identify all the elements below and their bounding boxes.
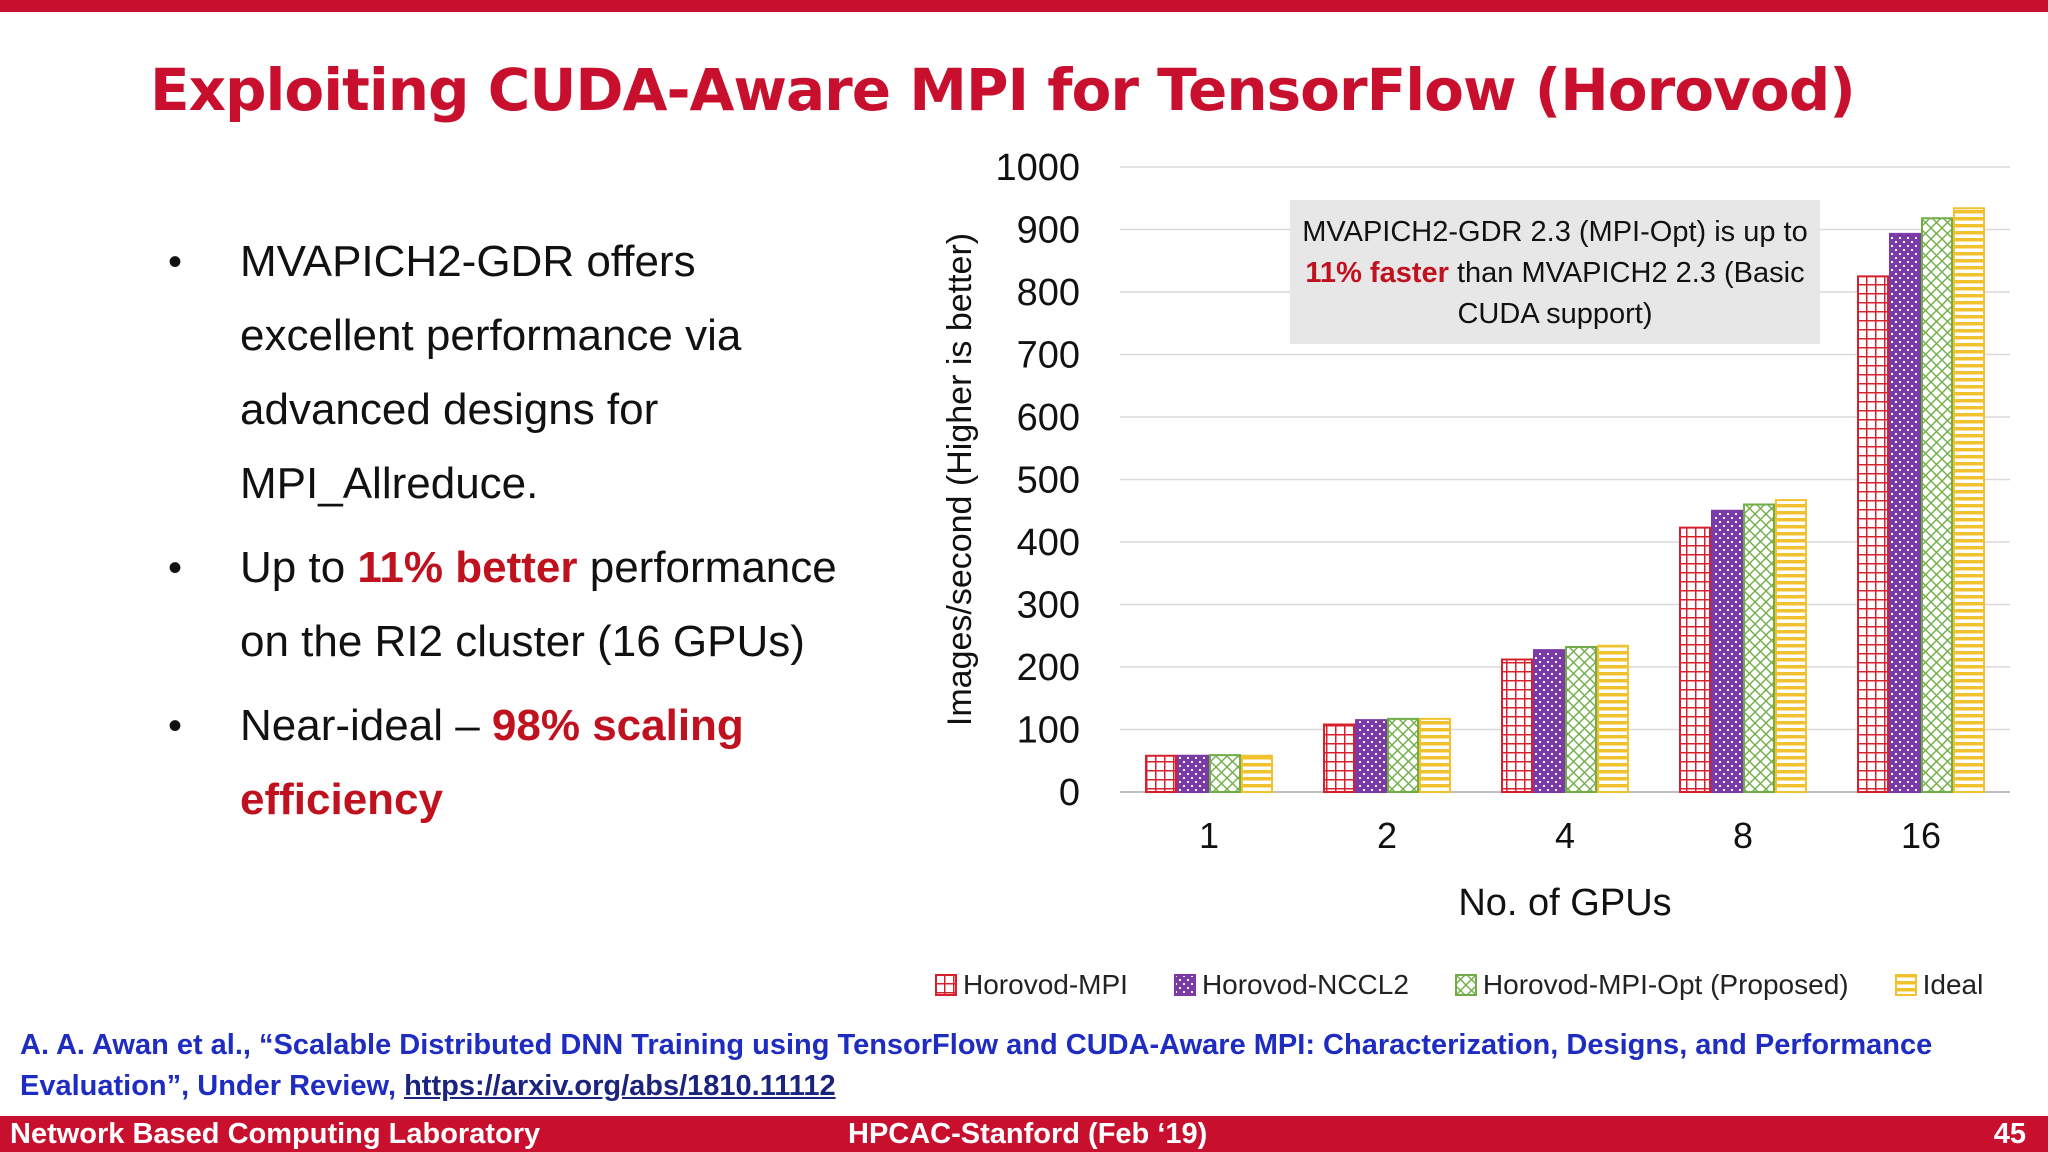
bullet-icon: •	[168, 704, 183, 748]
bar-horovod-nccl2	[1355, 719, 1387, 793]
reference-citation: A. A. Awan et al., “Scalable Distributed…	[20, 1025, 2030, 1107]
y-tick-label: 800	[1017, 272, 1080, 314]
y-tick-label: 900	[1017, 210, 1080, 252]
y-tick-label: 400	[1017, 522, 1080, 564]
bar-ideal	[1775, 499, 1807, 793]
bar-horovod-nccl2	[1177, 754, 1209, 793]
y-tick-label: 300	[1017, 585, 1080, 627]
legend-swatch-dots	[1173, 974, 1196, 996]
bar-horovod-mpi	[1501, 658, 1533, 793]
bullet-icon: •	[168, 546, 183, 590]
footer-bar: Network Based Computing Laboratory HPCAC…	[0, 1116, 2048, 1152]
y-axis-title: Images/second (Higher is better)	[941, 233, 979, 726]
y-tick-label: 700	[1017, 335, 1080, 377]
bar-ideal	[1241, 754, 1273, 793]
top-accent-bar	[0, 0, 2048, 12]
legend-item-ideal: Ideal	[1894, 969, 1984, 1001]
bar-horovod-nccl2	[1889, 232, 1921, 793]
bullet-item: • MVAPICH2-GDR offers excellent performa…	[160, 225, 840, 521]
legend-item-horovod-mpi-opt: Horovod-MPI-Opt (Proposed)	[1454, 969, 1849, 1001]
y-tick-label: 1000	[995, 147, 1080, 189]
bar-horovod-mpi	[1145, 754, 1177, 793]
x-tick-label: 1	[1199, 815, 1219, 856]
y-tick-label: 100	[1017, 710, 1080, 752]
y-tick-label: 600	[1017, 397, 1080, 439]
y-tick-label: 200	[1017, 647, 1080, 689]
legend-label: Horovod-MPI-Opt (Proposed)	[1482, 969, 1849, 1000]
x-tick-label: 8	[1733, 815, 1753, 856]
y-tick-label: 0	[1059, 772, 1080, 814]
legend-swatch-stripes	[1894, 974, 1917, 996]
footer-event: HPCAC-Stanford (Feb ‘19)	[848, 1118, 1208, 1150]
bullet-text-after: performance on the RI2 cluster (16 GPUs)	[240, 543, 837, 666]
bar-horovod-mpi-opt	[1209, 754, 1241, 793]
x-axis-title: No. of GPUs	[1458, 882, 1671, 924]
bar-ideal	[1419, 717, 1451, 793]
bullet-item: • Up to 11% better performance on the RI…	[160, 531, 840, 679]
bar-horovod-nccl2	[1533, 649, 1565, 793]
bar-ideal	[1597, 644, 1629, 793]
bullet-list: • MVAPICH2-GDR offers excellent performa…	[160, 225, 840, 847]
x-tick-label: 2	[1377, 815, 1397, 856]
bar-horovod-mpi-opt	[1565, 646, 1597, 793]
callout-box: MVAPICH2-GDR 2.3 (MPI-Opt) is up to 11% …	[1290, 200, 1820, 344]
callout-highlight: 11% faster	[1305, 257, 1449, 289]
x-tick-label: 4	[1555, 815, 1575, 856]
bar-ideal	[1953, 207, 1985, 793]
bar-horovod-mpi-opt	[1387, 717, 1419, 793]
bullet-icon: •	[168, 240, 183, 284]
legend-swatch-grid	[935, 974, 957, 996]
footer-page-number: 45	[1993, 1118, 2026, 1150]
legend-item-horovod-nccl2: Horovod-NCCL2	[1173, 969, 1409, 1001]
callout-text: MVAPICH2-GDR 2.3 (MPI-Opt) is up to	[1302, 216, 1808, 248]
bar-chart: 0 100 200 300 400 500 600 700 800 900 1000 1 2 4 8 16 No…	[941, 147, 2010, 924]
bar-horovod-mpi-opt	[1743, 503, 1775, 793]
bar-horovod-mpi	[1323, 723, 1355, 793]
legend-swatch-lattice	[1454, 974, 1477, 996]
y-tick-label: 500	[1017, 460, 1080, 502]
legend-label: Ideal	[1922, 969, 1984, 1000]
legend-item-horovod-mpi: Horovod-MPI	[935, 969, 1128, 1001]
x-tick-label: 16	[1901, 815, 1941, 856]
bullet-text: Near-ideal –	[240, 701, 492, 750]
bar-horovod-mpi	[1679, 526, 1711, 793]
bar-horovod-mpi-opt	[1921, 217, 1953, 793]
legend-label: Horovod-NCCL2	[1201, 969, 1409, 1000]
reference-text: A. A. Awan et al., “Scalable Distributed…	[20, 1029, 1933, 1102]
bullet-item: • Near-ideal – 98% scaling efficiency	[160, 689, 840, 837]
callout-text-after: than MVAPICH2 2.3 (Basic CUDA support)	[1448, 257, 1805, 330]
bar-horovod-nccl2	[1711, 509, 1743, 793]
bar-horovod-mpi	[1857, 275, 1889, 793]
slide-title: Exploiting CUDA-Aware MPI for TensorFlow…	[150, 56, 1856, 124]
footer-lab-name: Network Based Computing Laboratory	[10, 1118, 541, 1150]
legend-label: Horovod-MPI	[963, 969, 1128, 1000]
bullet-text: MVAPICH2-GDR offers excellent performanc…	[240, 237, 742, 508]
reference-link[interactable]: https://arxiv.org/abs/1810.11112	[404, 1070, 836, 1102]
bullet-highlight: 11% better	[357, 543, 578, 592]
bullet-highlight: 98% scaling efficiency	[240, 701, 744, 824]
chart-legend: Horovod-MPI Horovod-NCCL2 Horovod-MPI-Op…	[935, 965, 1995, 1005]
bullet-text: Up to	[240, 543, 358, 592]
